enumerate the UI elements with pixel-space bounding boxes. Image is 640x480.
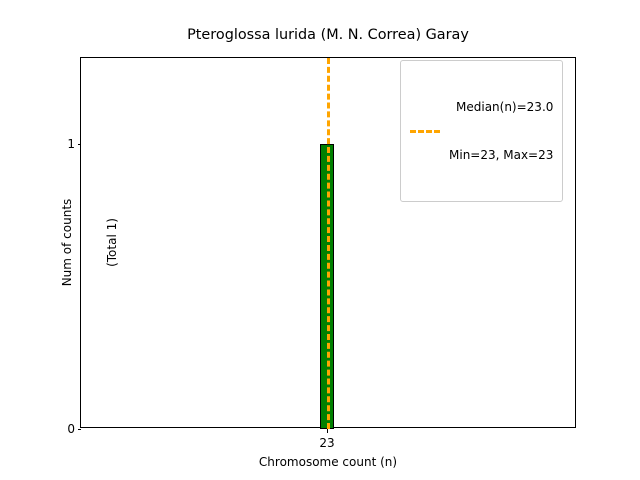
chart-legend: Median(n)=23.0 Min=23, Max=23 xyxy=(400,60,564,202)
legend-median-line-icon xyxy=(410,129,440,133)
y-axis-label-line-2: (Total 1) xyxy=(105,218,119,267)
chart-title-text: Pteroglossa lurida (M. N. Correa) Garay xyxy=(187,27,469,43)
y-tick-label-1: 1 xyxy=(67,137,75,151)
median-line xyxy=(327,58,330,429)
plot-area: 0 1 23 xyxy=(67,57,576,450)
x-tick-mark-23 xyxy=(327,429,328,433)
y-tick-mark-0 xyxy=(77,429,81,430)
y-axis-label-line-1: Num of counts xyxy=(60,198,74,287)
x-axis-label: Chromosome count (n) xyxy=(258,455,398,469)
y-tick-label-0: 0 xyxy=(67,422,75,436)
legend-entry-minmax: Min=23, Max=23 xyxy=(449,148,554,162)
legend-entry-median: Median(n)=23.0 xyxy=(456,100,554,114)
y-tick-mark-1 xyxy=(77,144,81,145)
chart-title: Pteroglossa lurida (M. N. Correa) Garay xyxy=(0,27,640,44)
x-tick-label-23: 23 xyxy=(319,436,335,450)
legend-entries: Median(n)=23.0 Min=23, Max=23 xyxy=(449,67,553,195)
y-axis-label: Num of counts (Total 1) xyxy=(30,57,119,428)
